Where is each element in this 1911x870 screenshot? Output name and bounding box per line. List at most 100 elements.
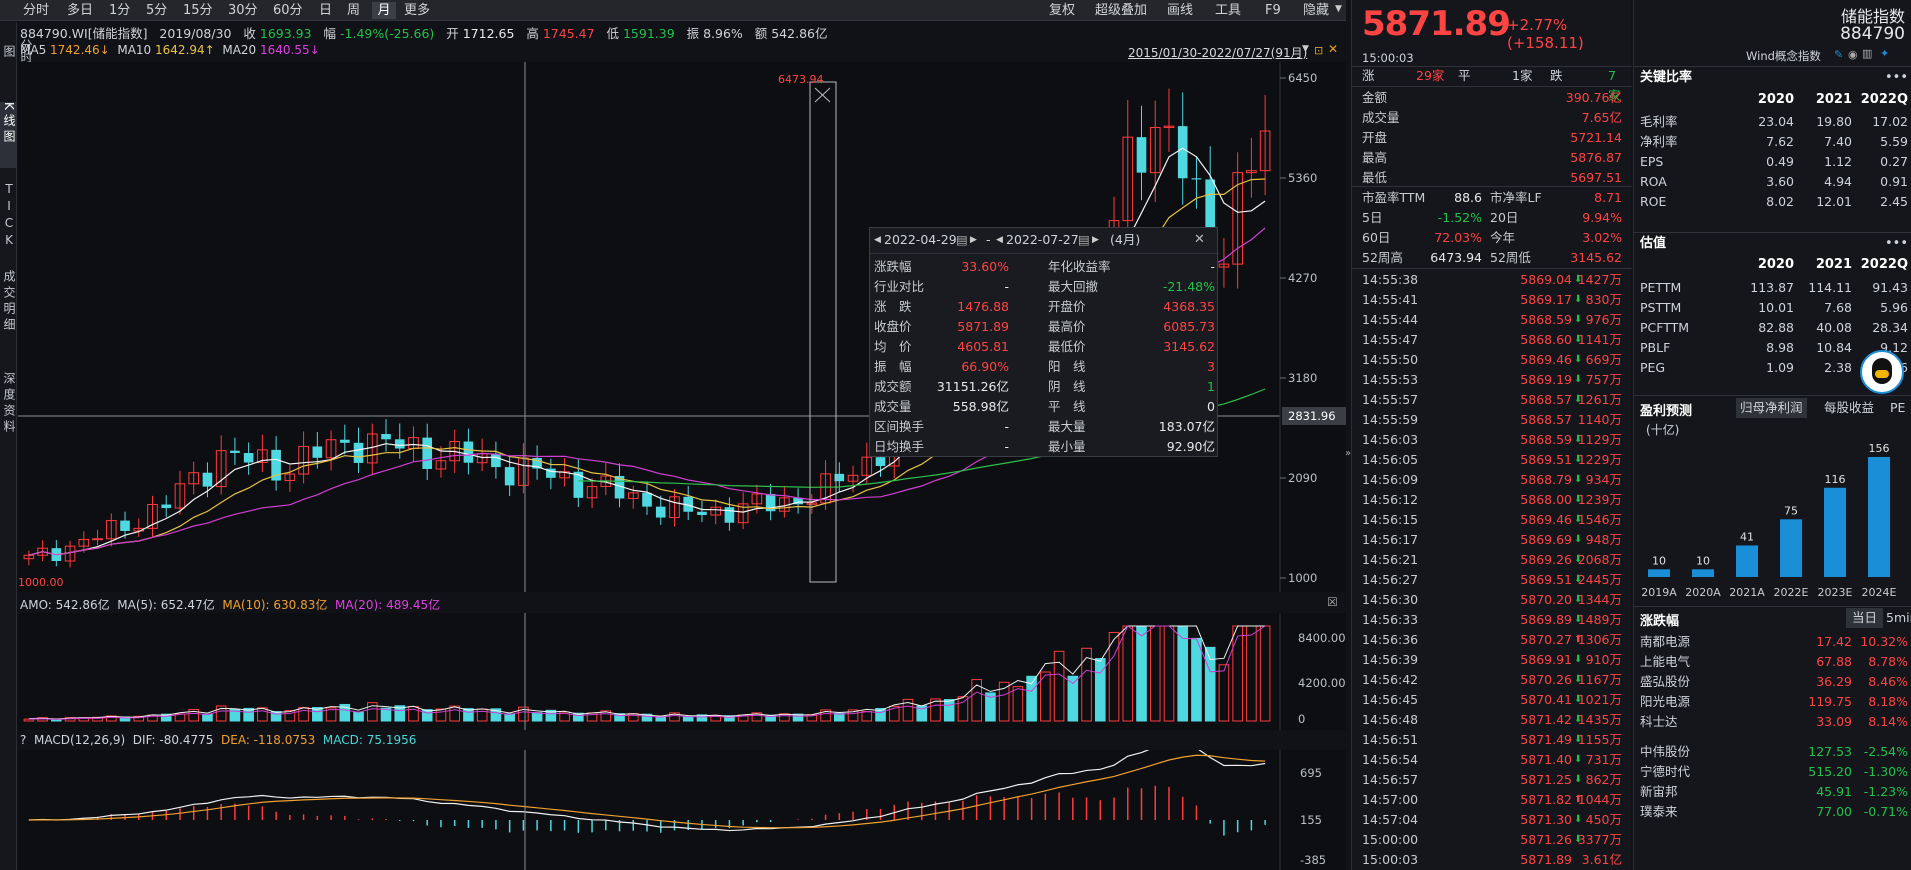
help-icon[interactable]: ? [20,733,27,747]
prev-icon[interactable]: ◀ [874,235,881,245]
tick-row[interactable]: 14:56:30 5870.20 ⬇ 1344万 [1362,590,1624,610]
tick-row[interactable]: 14:56:05 5869.51 ⬇ 1229万 [1362,450,1624,470]
chart-icon[interactable]: ▥ [1862,47,1873,60]
f9-button[interactable]: F9 [1265,3,1281,18]
start-date[interactable]: 2022-04-29 [884,232,957,247]
tools-button[interactable]: 工具 [1215,3,1242,18]
tab-more[interactable]: 更多 [404,3,431,18]
tab-60min[interactable]: 60分 [273,3,303,18]
tab-tick[interactable]: TICK [0,182,17,262]
chevron-down-icon[interactable]: ▼ [1302,44,1309,54]
tick-row[interactable]: 14:55:57 5868.57 ⬇ 1261万 [1362,390,1624,410]
tick-row[interactable]: 14:55:59 5868.57 1140万 [1362,410,1624,430]
lock-icon[interactable]: ⊡ [1314,44,1324,57]
tick-row[interactable]: 14:55:38 5869.04 ⬇ 1427万 [1362,270,1624,290]
assistant-avatar[interactable] [1860,350,1904,394]
close-icon[interactable]: ✕ [1328,42,1339,56]
tick-row[interactable]: 14:56:33 5869.89 ⬇ 1489万 [1362,610,1624,630]
edit-icon[interactable]: ✎ [1834,48,1844,61]
tick-row[interactable]: 14:56:12 5868.00 ⬇ 1239万 [1362,490,1624,510]
arrow-down-icon: ⬇ [1574,674,1583,685]
tab-depth[interactable]: 深度资料 [0,372,17,462]
volume-chart[interactable]: 8400.00亿 4200.00亿 0 [18,613,1346,730]
tab-net-profit[interactable]: 归母净利润 [1736,398,1807,418]
tick-row[interactable]: 14:56:03 5868.59 ⬇ 1129万 [1362,430,1624,450]
tab-15min[interactable]: 15分 [183,3,213,18]
mover-row[interactable]: 中伟股份 127.53 -2.54% [1640,742,1908,762]
mover-row[interactable]: 阳光电源 119.75 8.18% [1640,692,1908,712]
tick-row[interactable]: 14:55:53 5869.19 ⬇ 757万 [1362,370,1624,390]
tab-30min[interactable]: 30分 [228,3,258,18]
tick-row[interactable]: 15:00:03 5871.89 3.61亿 [1362,850,1624,870]
hide-button[interactable]: 隐藏 [1303,3,1330,18]
settings-icon[interactable]: ✦ [1880,47,1890,60]
tab-day[interactable]: 日 [319,3,333,18]
end-date[interactable]: 2022-07-27 [1006,232,1079,247]
tick-row[interactable]: 14:55:41 5869.17 ⬇ 830万 [1362,290,1624,310]
tick-row[interactable]: 15:00:00 5871.26 ⬇ 3377万 [1362,830,1624,850]
tick-row[interactable]: 14:56:36 5870.27 ⬆ 1306万 [1362,630,1624,650]
draw-button[interactable]: 画线 [1167,3,1194,18]
tick-row[interactable]: 14:55:47 5868.60 ⬇ 1141万 [1362,330,1624,350]
tab-5min[interactable]: 5分 [146,3,168,18]
tick-row[interactable]: 14:55:50 5869.46 ⬇ 669万 [1362,350,1624,370]
macd-chart[interactable]: 695 155 -385 [18,750,1346,870]
tab-intraday[interactable]: 分时 [23,3,50,18]
tick-row[interactable]: 14:56:15 5869.46 ⬇ 1546万 [1362,510,1624,530]
tick-row[interactable]: 14:56:57 5871.25 ⬇ 862万 [1362,770,1624,790]
tick-row[interactable]: 14:57:04 5871.30 ⬇ 450万 [1362,810,1624,830]
adjust-button[interactable]: 复权 [1049,3,1076,18]
next-icon[interactable]: ▶ [970,235,977,245]
expand-icon[interactable]: » [1345,448,1352,459]
next-icon[interactable]: ▶ [1092,235,1099,245]
tick-row[interactable]: 14:56:45 5870.41 ⬇ 1021万 [1362,690,1624,710]
tick-row[interactable]: 14:56:09 5868.79 ⬇ 934万 [1362,470,1624,490]
tab-month[interactable]: 月 [372,2,396,19]
tick-row[interactable]: 14:56:54 5871.40 ⬇ 731万 [1362,750,1624,770]
mover-row[interactable]: 宁德时代 515.20 -1.30% [1640,762,1908,782]
prev-icon[interactable]: ◀ [996,235,1003,245]
tick-row[interactable]: 14:56:39 5869.91 ⬇ 910万 [1362,650,1624,670]
mover-row[interactable]: 科士达 33.09 8.14% [1640,712,1908,732]
tick-row[interactable]: 14:56:48 5871.42 ⬇ 1435万 [1362,710,1624,730]
tick-row[interactable]: 14:56:42 5870.26 ⬇ 1167万 [1362,670,1624,690]
tab-eps[interactable]: 每股收益 [1824,400,1875,415]
tick-row[interactable]: 14:56:51 5871.49 ⬇ 1155万 [1362,730,1624,750]
tick-row[interactable]: 14:56:27 5869.51 ⬇ 2445万 [1362,570,1624,590]
close-icon[interactable]: ✕ [1194,232,1205,247]
tab-kline-chart[interactable]: K线图 [0,102,17,168]
tab-today[interactable]: 当日 [1846,608,1884,628]
mover-row[interactable]: 璞泰来 77.00 -0.71% [1640,802,1908,822]
date-range[interactable]: 2015/01/30-2022/07/27(91月) [1128,46,1308,60]
chevron-down-icon[interactable]: ▼ [1335,4,1342,14]
mover-row[interactable]: 盛弘股份 36.29 8.46% [1640,672,1908,692]
overlay-button[interactable]: 超级叠加 [1095,3,1148,18]
candle-body [78,538,90,547]
mover-row[interactable]: 上能电气 67.88 8.78% [1640,652,1908,672]
info-icon[interactable]: ◉ [1848,48,1858,61]
mover-row[interactable]: 新宙邦 45.91 -1.23% [1640,782,1908,802]
tab-5min[interactable]: 5min [1886,610,1911,625]
more-icon[interactable]: ••• [1884,236,1908,251]
calendar-icon[interactable]: ▤ [956,232,968,247]
tab-pe[interactable]: PE [1890,400,1906,415]
close-icon[interactable]: ☒ [1327,595,1338,609]
popup-value: 31151.26亿 [936,379,1009,394]
tick-row[interactable]: 14:57:00 5871.82 ⬆ 1044万 [1362,790,1624,810]
tick-row[interactable]: 14:55:44 5868.59 ⬇ 976万 [1362,310,1624,330]
tab-trade-detail[interactable]: 成交明细 [0,270,17,360]
mover-row[interactable]: 南都电源 17.42 10.32% [1640,632,1908,652]
arrow-down-icon: ⬇ [1574,554,1583,565]
tab-multiday[interactable]: 多日 [67,3,94,18]
more-icon[interactable]: ••• [1884,70,1908,85]
ratio-value: 9.94% [1582,210,1622,225]
tab-1min[interactable]: 1分 [109,3,131,18]
tick-row[interactable]: 14:56:17 5869.69 ⬇ 948万 [1362,530,1624,550]
tab-intraday-chart[interactable]: 分时图 [0,34,33,68]
tick-row[interactable]: 14:56:21 5869.26 ⬇ 2068万 [1362,550,1624,570]
tab-week[interactable]: 周 [347,3,361,18]
calendar-icon[interactable]: ▤ [1078,232,1090,247]
candle-body [37,547,48,556]
mover-change: -2.54% [1863,744,1908,759]
volume-bar [160,713,172,722]
